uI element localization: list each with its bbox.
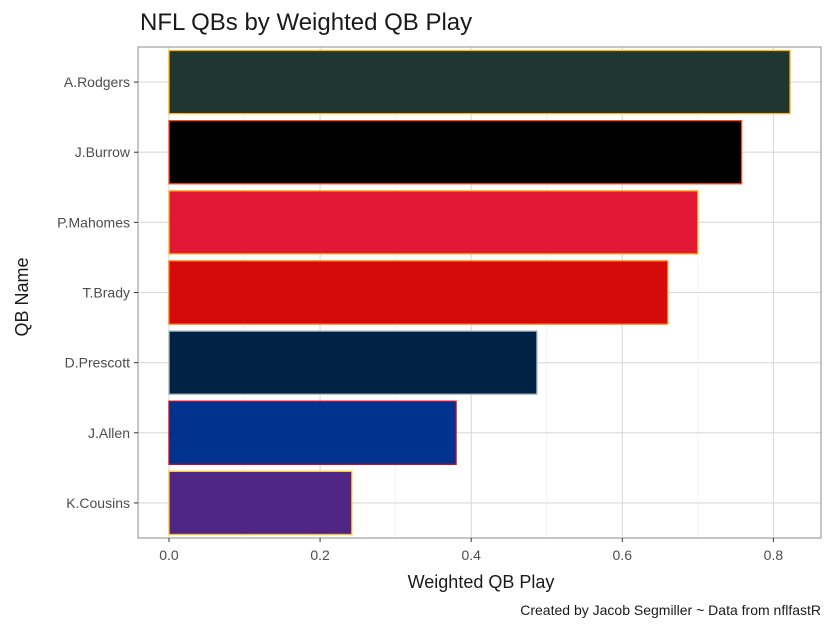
bar-j-burrow [168, 120, 743, 185]
bar-a-rodgers [168, 49, 791, 115]
y-tick-label: J.Allen [88, 425, 130, 441]
bar-p-mahomes [168, 190, 699, 255]
y-tick-label: K.Cousins [66, 495, 130, 511]
bar-k-cousins [168, 470, 353, 536]
y-tick-label: J.Burrow [75, 144, 131, 160]
x-tick-label: 0.6 [613, 547, 633, 563]
x-tick-label: 0.4 [461, 547, 481, 563]
x-tick-label: 0.8 [764, 547, 784, 563]
y-tick-label: P.Mahomes [57, 214, 130, 230]
bar-t-brady [168, 260, 669, 325]
x-tick-label: 0.2 [310, 547, 330, 563]
y-axis-title: QB Name [12, 257, 32, 336]
plot-panel: A.Rodgers J.Burrow P.Mahomes T.Brady D.Presc… [57, 46, 822, 563]
y-tick-label: D.Prescott [65, 355, 130, 371]
chart-caption: Created by Jacob Segmiller ~ Data from n… [520, 602, 821, 618]
x-tick-label: 0.0 [159, 547, 179, 563]
bar-d-prescott [168, 330, 538, 395]
y-tick-label: A.Rodgers [64, 74, 130, 90]
y-tick-label: T.Brady [83, 285, 130, 301]
bar-j-allen [168, 400, 457, 466]
chart-title: NFL QBs by Weighted QB Play [140, 9, 472, 36]
x-axis-title: Weighted QB Play [408, 572, 555, 592]
